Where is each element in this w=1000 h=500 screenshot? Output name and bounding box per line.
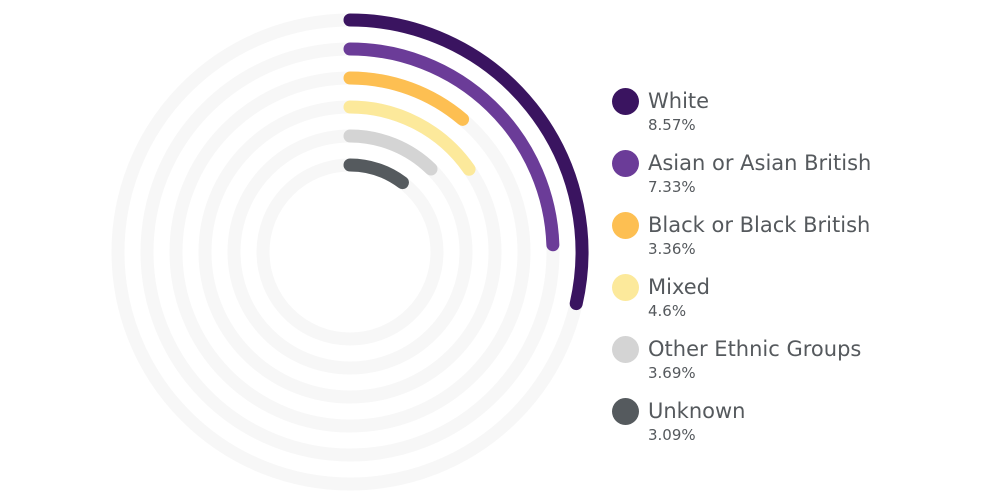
- chart-legend: White 8.57% Asian or Asian British 7.33% Bla…: [612, 87, 992, 459]
- legend-value-unknown: 3.09%: [648, 426, 696, 444]
- legend-value-white: 8.57%: [648, 116, 696, 134]
- legend-label-asian-or-asian-british: Asian or Asian British: [648, 151, 872, 175]
- bar-white: [343, 13, 589, 311]
- legend-value-other-ethnic-groups: 3.69%: [648, 364, 696, 382]
- legend-value-black-or-black-british: 3.36%: [648, 240, 696, 258]
- legend-swatch-mixed: [612, 274, 639, 301]
- bar-asian-or-asian-british: [343, 42, 560, 252]
- legend-label-other-ethnic-groups: Other Ethnic Groups: [648, 337, 862, 361]
- legend-swatch-unknown: [612, 398, 639, 425]
- legend-item-black-or-black-british: Black or Black British 3.36%: [612, 211, 992, 273]
- legend-swatch-black-or-black-british: [612, 212, 639, 239]
- legend-item-mixed: Mixed 4.6%: [612, 273, 992, 335]
- legend-label-unknown: Unknown: [648, 399, 746, 423]
- legend-value-mixed: 4.6%: [648, 302, 687, 320]
- legend-item-unknown: Unknown 3.09%: [612, 397, 992, 459]
- bar-other-ethnic-groups: [343, 129, 438, 176]
- legend-item-other-ethnic-groups: Other Ethnic Groups 3.69%: [612, 335, 992, 397]
- bar-unknown: [343, 158, 409, 190]
- legend-label-white: White: [648, 89, 710, 113]
- track-ring-unknown: [256, 158, 444, 346]
- legend-label-mixed: Mixed: [648, 275, 710, 299]
- legend-swatch-white: [612, 88, 639, 115]
- legend-swatch-asian-or-asian-british: [612, 150, 639, 177]
- legend-item-asian-or-asian-british: Asian or Asian British 7.33%: [612, 149, 992, 211]
- legend-label-black-or-black-british: Black or Black British: [648, 213, 871, 237]
- bar-mixed: [343, 100, 476, 176]
- legend-item-white: White 8.57%: [612, 87, 992, 149]
- legend-value-asian-or-asian-british: 7.33%: [648, 178, 696, 196]
- chart-bars: [343, 13, 589, 311]
- bar-black-or-black-british: [343, 71, 470, 126]
- legend-swatch-other-ethnic-groups: [612, 336, 639, 363]
